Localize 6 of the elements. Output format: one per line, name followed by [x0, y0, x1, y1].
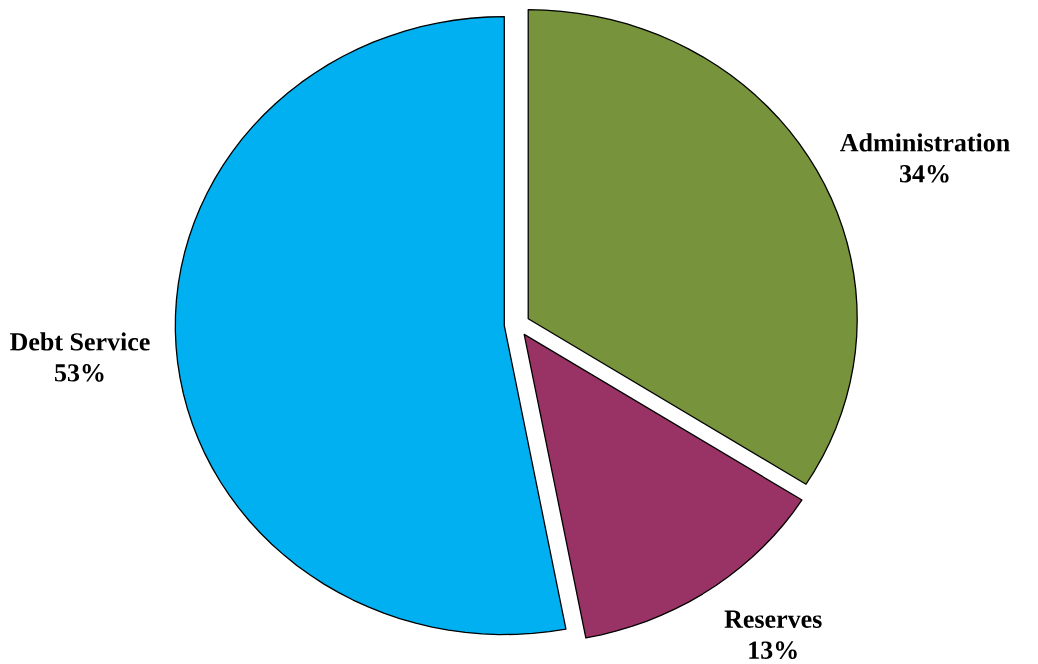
- slice-label: Debt Service: [10, 332, 150, 351]
- slice-label: Reserves: [724, 610, 822, 628]
- data-label: 34%: [900, 164, 949, 183]
- data-label: 53%: [55, 364, 104, 382]
- slice-label: Administration: [840, 133, 1010, 152]
- data-label: 13%: [749, 641, 797, 659]
